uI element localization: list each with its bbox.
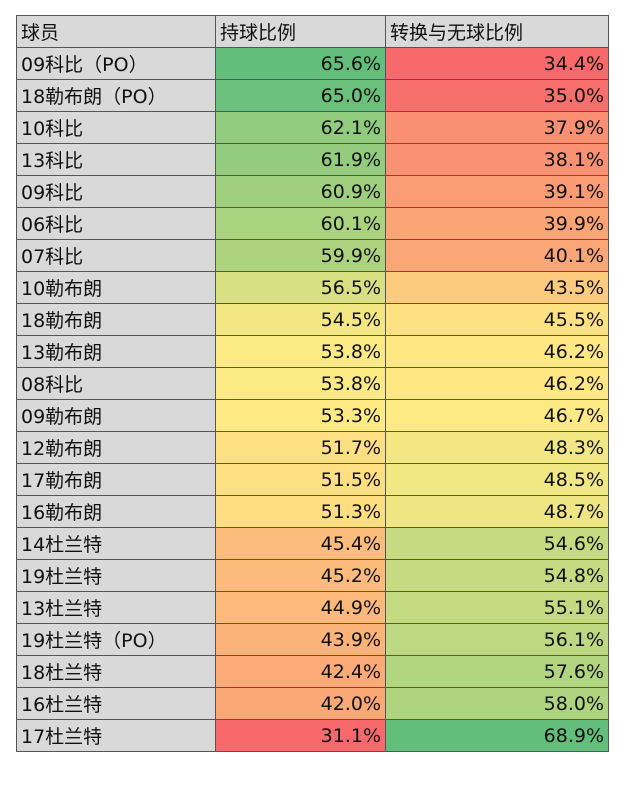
value-cell: 44.9%: [215, 591, 386, 624]
value-cell: 53.3%: [215, 399, 386, 432]
player-cell: 13科比: [16, 143, 216, 176]
table-row: 07科比 59.9% 40.1%: [16, 239, 609, 272]
table-row: 19杜兰特（PO） 43.9% 56.1%: [16, 623, 609, 656]
player-cell: 13勒布朗: [16, 335, 216, 368]
value-cell: 42.4%: [215, 655, 386, 688]
player-cell: 18勒布朗: [16, 303, 216, 336]
player-cell: 17杜兰特: [16, 719, 216, 752]
table-row: 18勒布朗 54.5% 45.5%: [16, 303, 609, 336]
value-cell: 58.0%: [385, 687, 609, 720]
player-cell: 09科比（PO）: [16, 47, 216, 80]
player-cell: 09勒布朗: [16, 399, 216, 432]
value-cell: 38.1%: [385, 143, 609, 176]
table-row: 16杜兰特 42.0% 58.0%: [16, 687, 609, 720]
value-cell: 45.4%: [215, 527, 386, 560]
value-cell: 54.5%: [215, 303, 386, 336]
value-cell: 43.5%: [385, 271, 609, 304]
header-cell: 持球比例: [215, 15, 386, 48]
table-row: 17杜兰特 31.1% 68.9%: [16, 719, 609, 752]
table-row: 18杜兰特 42.4% 57.6%: [16, 655, 609, 688]
player-cell: 16杜兰特: [16, 687, 216, 720]
value-cell: 34.4%: [385, 47, 609, 80]
value-cell: 57.6%: [385, 655, 609, 688]
value-cell: 60.9%: [215, 175, 386, 208]
value-cell: 62.1%: [215, 111, 386, 144]
player-cell: 07科比: [16, 239, 216, 272]
player-cell: 08科比: [16, 367, 216, 400]
value-cell: 39.1%: [385, 175, 609, 208]
value-cell: 31.1%: [215, 719, 386, 752]
value-cell: 45.2%: [215, 559, 386, 592]
header-cell: 球员: [16, 15, 216, 48]
value-cell: 65.6%: [215, 47, 386, 80]
table-row: 10科比 62.1% 37.9%: [16, 111, 609, 144]
player-cell: 19杜兰特: [16, 559, 216, 592]
data-table: 球员 持球比例 转换与无球比例 09科比（PO） 65.6% 34.4% 18勒布朗（PO）…: [16, 15, 609, 752]
value-cell: 53.8%: [215, 367, 386, 400]
table-row: 16勒布朗 51.3% 48.7%: [16, 495, 609, 528]
table-row: 12勒布朗 51.7% 48.3%: [16, 431, 609, 464]
player-cell: 16勒布朗: [16, 495, 216, 528]
value-cell: 61.9%: [215, 143, 386, 176]
table-row: 09科比 60.9% 39.1%: [16, 175, 609, 208]
value-cell: 43.9%: [215, 623, 386, 656]
player-cell: 13杜兰特: [16, 591, 216, 624]
table-row: 09科比（PO） 65.6% 34.4%: [16, 47, 609, 80]
player-cell: 10科比: [16, 111, 216, 144]
value-cell: 48.7%: [385, 495, 609, 528]
player-cell: 18勒布朗（PO）: [16, 79, 216, 112]
value-cell: 46.2%: [385, 335, 609, 368]
table-row: 17勒布朗 51.5% 48.5%: [16, 463, 609, 496]
player-cell: 18杜兰特: [16, 655, 216, 688]
value-cell: 60.1%: [215, 207, 386, 240]
value-cell: 56.5%: [215, 271, 386, 304]
table-row: 13勒布朗 53.8% 46.2%: [16, 335, 609, 368]
value-cell: 35.0%: [385, 79, 609, 112]
header-row: 球员 持球比例 转换与无球比例: [16, 15, 609, 48]
value-cell: 51.5%: [215, 463, 386, 496]
table-row: 09勒布朗 53.3% 46.7%: [16, 399, 609, 432]
value-cell: 45.5%: [385, 303, 609, 336]
player-cell: 14杜兰特: [16, 527, 216, 560]
player-cell: 17勒布朗: [16, 463, 216, 496]
value-cell: 40.1%: [385, 239, 609, 272]
value-cell: 39.9%: [385, 207, 609, 240]
table-body: 球员 持球比例 转换与无球比例 09科比（PO） 65.6% 34.4% 18勒布朗（PO）…: [16, 15, 609, 752]
value-cell: 46.7%: [385, 399, 609, 432]
table-row: 13科比 61.9% 38.1%: [16, 143, 609, 176]
table-row: 08科比 53.8% 46.2%: [16, 367, 609, 400]
value-cell: 55.1%: [385, 591, 609, 624]
value-cell: 68.9%: [385, 719, 609, 752]
value-cell: 51.7%: [215, 431, 386, 464]
player-cell: 19杜兰特（PO）: [16, 623, 216, 656]
value-cell: 51.3%: [215, 495, 386, 528]
table-row: 10勒布朗 56.5% 43.5%: [16, 271, 609, 304]
value-cell: 42.0%: [215, 687, 386, 720]
table-row: 14杜兰特 45.4% 54.6%: [16, 527, 609, 560]
value-cell: 59.9%: [215, 239, 386, 272]
value-cell: 37.9%: [385, 111, 609, 144]
value-cell: 46.2%: [385, 367, 609, 400]
player-cell: 09科比: [16, 175, 216, 208]
value-cell: 48.5%: [385, 463, 609, 496]
value-cell: 54.6%: [385, 527, 609, 560]
table-row: 06科比 60.1% 39.9%: [16, 207, 609, 240]
table-row: 18勒布朗（PO） 65.0% 35.0%: [16, 79, 609, 112]
header-cell: 转换与无球比例: [385, 15, 609, 48]
value-cell: 54.8%: [385, 559, 609, 592]
value-cell: 53.8%: [215, 335, 386, 368]
value-cell: 56.1%: [385, 623, 609, 656]
table-row: 13杜兰特 44.9% 55.1%: [16, 591, 609, 624]
player-cell: 12勒布朗: [16, 431, 216, 464]
table-row: 19杜兰特 45.2% 54.8%: [16, 559, 609, 592]
value-cell: 65.0%: [215, 79, 386, 112]
player-cell: 06科比: [16, 207, 216, 240]
value-cell: 48.3%: [385, 431, 609, 464]
player-cell: 10勒布朗: [16, 271, 216, 304]
